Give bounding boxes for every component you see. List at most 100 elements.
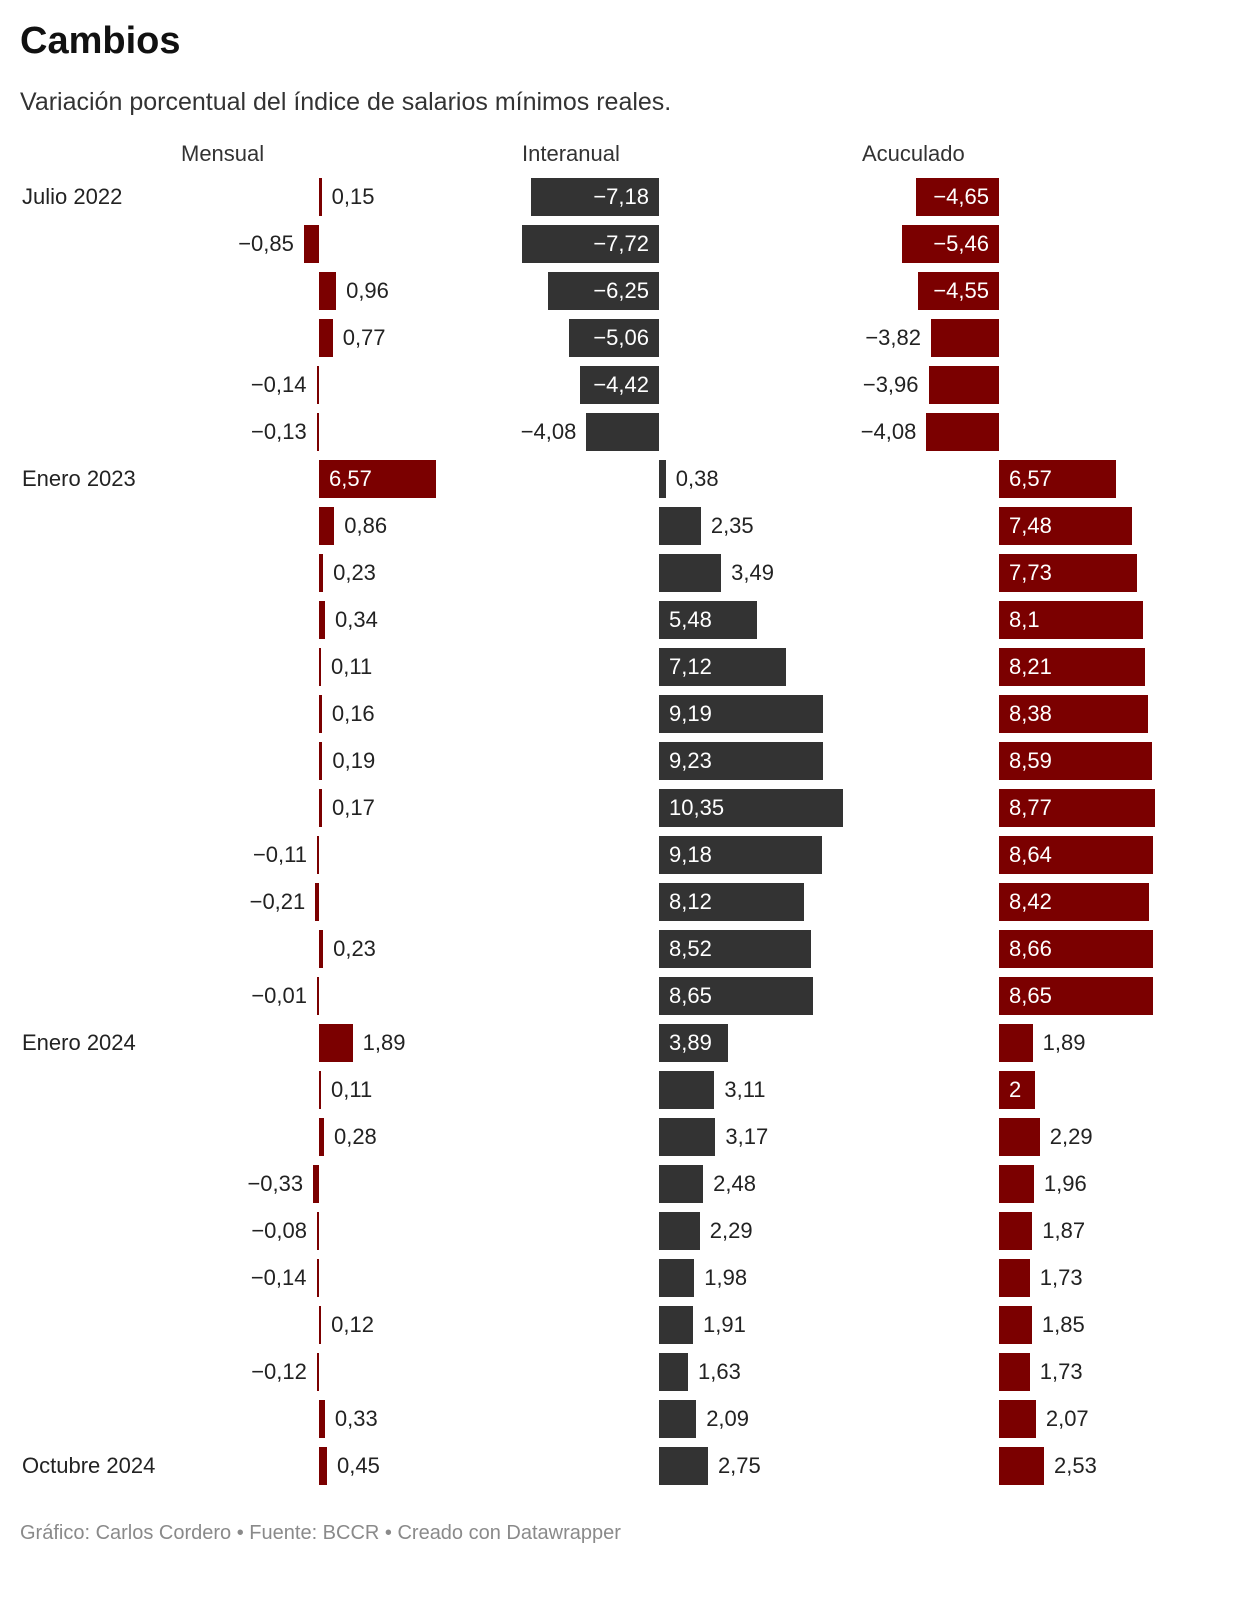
chart-title: Cambios [20,20,181,62]
data-label: 1,89 [362,1030,406,1055]
bar-interanual [659,742,824,780]
bar-acuculado [999,460,1116,498]
data-label: −5,06 [593,325,649,350]
bar-acuculado [999,742,1152,780]
bar-interanual [659,1118,716,1156]
bar-mensual [319,272,337,310]
data-label: 1,96 [1043,1171,1087,1196]
bar-acuculado [916,178,999,216]
bar-mensual [319,1447,327,1485]
bar-interanual [659,507,701,545]
bar-mensual [319,1306,322,1344]
bar-mensual [319,789,323,827]
data-label: 5,48 [669,607,712,632]
data-label: 0,23 [333,560,376,585]
data-label: 1,87 [1042,1218,1086,1243]
bar-acuculado [901,225,999,263]
data-label: −0,12 [251,1359,307,1384]
data-label: −6,25 [593,278,649,303]
data-label: −3,82 [865,325,921,350]
data-label: 0,86 [344,513,388,538]
data-label: −4,65 [933,184,989,209]
bar-acuculado [999,507,1133,545]
data-label: 2,35 [710,513,754,538]
data-label: 8,65 [1009,983,1052,1008]
data-label: −4,55 [933,278,989,303]
bar-interanual [586,413,659,451]
bar-acuculado [931,319,999,357]
data-label: −7,72 [593,231,649,256]
bar-mensual [319,460,436,498]
bar-interanual [659,554,722,592]
bar-interanual [659,1353,688,1391]
data-label: −0,14 [250,372,307,397]
data-label: 8,1 [1009,607,1040,632]
bar-acuculado [999,930,1154,968]
row-label: Enero 2023 [22,466,136,491]
chart-subtitle: Variación porcentual del índice de salar… [20,88,672,116]
data-label: 7,48 [1009,513,1052,538]
bar-acuculado [999,601,1144,639]
data-label: −0,21 [249,889,306,914]
bar-mensual [319,1024,353,1062]
bar-acuculado [928,366,999,404]
data-label: 0,16 [331,701,375,726]
data-label: 3,89 [669,1030,712,1055]
row-label: Octubre 2024 [22,1453,156,1478]
bar-interanual [580,366,659,404]
bar-mensual [319,554,324,592]
data-label: 8,12 [669,889,712,914]
bar-acuculado [999,1353,1030,1391]
data-label: 0,77 [342,325,386,350]
bar-interanual [659,1447,708,1485]
data-label: 0,45 [337,1453,380,1478]
bar-acuculado [999,695,1149,733]
bar-interanual [659,1259,695,1297]
bar-mensual [303,225,319,263]
data-label: 1,91 [702,1312,746,1337]
bar-interanual [659,695,823,733]
data-label: −0,11 [252,842,307,867]
data-label: −0,13 [251,419,307,444]
data-label: 1,89 [1042,1030,1086,1055]
bar-acuculado [999,648,1146,686]
data-label: 3,11 [724,1077,766,1102]
data-label: 0,11 [331,654,373,679]
data-label: 0,34 [335,607,378,632]
data-label: 8,52 [669,936,712,961]
bar-mensual [313,1165,319,1203]
data-label: 2,48 [713,1171,756,1196]
bar-interanual [659,1165,704,1203]
bar-mensual [319,319,333,357]
bar-interanual [521,225,659,263]
data-label: −0,08 [251,1218,307,1243]
data-label: −4,08 [520,419,577,444]
bar-mensual [319,1071,321,1109]
bar-mensual [319,507,335,545]
bar-mensual [317,836,319,874]
data-label: 8,38 [1009,701,1052,726]
data-label: −4,08 [860,419,917,444]
bar-interanual [659,648,786,686]
data-label: 0,96 [346,278,389,303]
data-label: 0,11 [331,1077,373,1102]
bar-mensual [316,1353,319,1391]
bar-mensual [315,883,319,921]
bar-mensual [316,366,319,404]
data-label: 0,17 [332,795,375,820]
bar-interanual [659,977,813,1015]
bar-interanual [659,836,823,874]
data-label: −7,18 [593,184,649,209]
bar-acuculado [999,883,1149,921]
bar-acuculado [999,1259,1030,1297]
row-label: Julio 2022 [22,184,123,209]
bar-interanual [531,178,659,216]
data-label: 8,59 [1009,748,1052,773]
bar-acuculado [999,1447,1045,1485]
data-label: 2,75 [717,1453,761,1478]
data-label: 1,73 [1039,1265,1083,1290]
data-label: 8,42 [1009,889,1052,914]
bar-acuculado [999,977,1153,1015]
data-label: −0,33 [247,1171,304,1196]
bar-acuculado [999,1118,1040,1156]
